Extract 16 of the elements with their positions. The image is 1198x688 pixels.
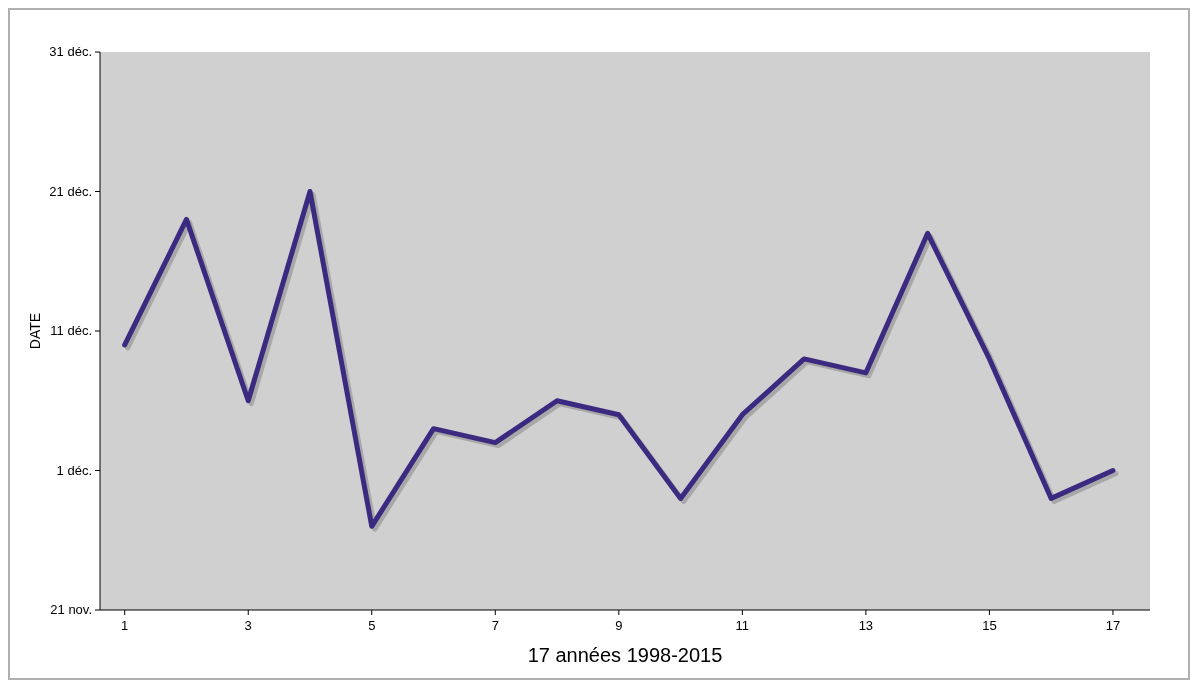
x-tick-label: 3: [244, 618, 252, 633]
x-tick-label: 5: [368, 618, 376, 633]
x-tick-label: 9: [615, 618, 623, 633]
x-tick-label: 11: [735, 618, 750, 633]
x-tick-label: 15: [982, 618, 997, 633]
x-tick-label: 17: [1105, 618, 1121, 633]
y-tick-label: 21 déc.: [49, 183, 92, 199]
y-tick-label: 21 nov.: [50, 602, 92, 617]
x-tick-label: 7: [491, 618, 499, 633]
y-axis-title: DATE: [27, 312, 43, 350]
y-tick-label: 11 déc.: [50, 323, 92, 338]
y-tick-label: 1 déc.: [56, 462, 92, 478]
y-tick-label: 31 déc.: [49, 44, 92, 59]
x-axis-title: 17 années 1998-2015: [527, 644, 723, 666]
x-tick-label: 13: [858, 618, 874, 633]
x-tick-label: 1: [121, 618, 129, 633]
